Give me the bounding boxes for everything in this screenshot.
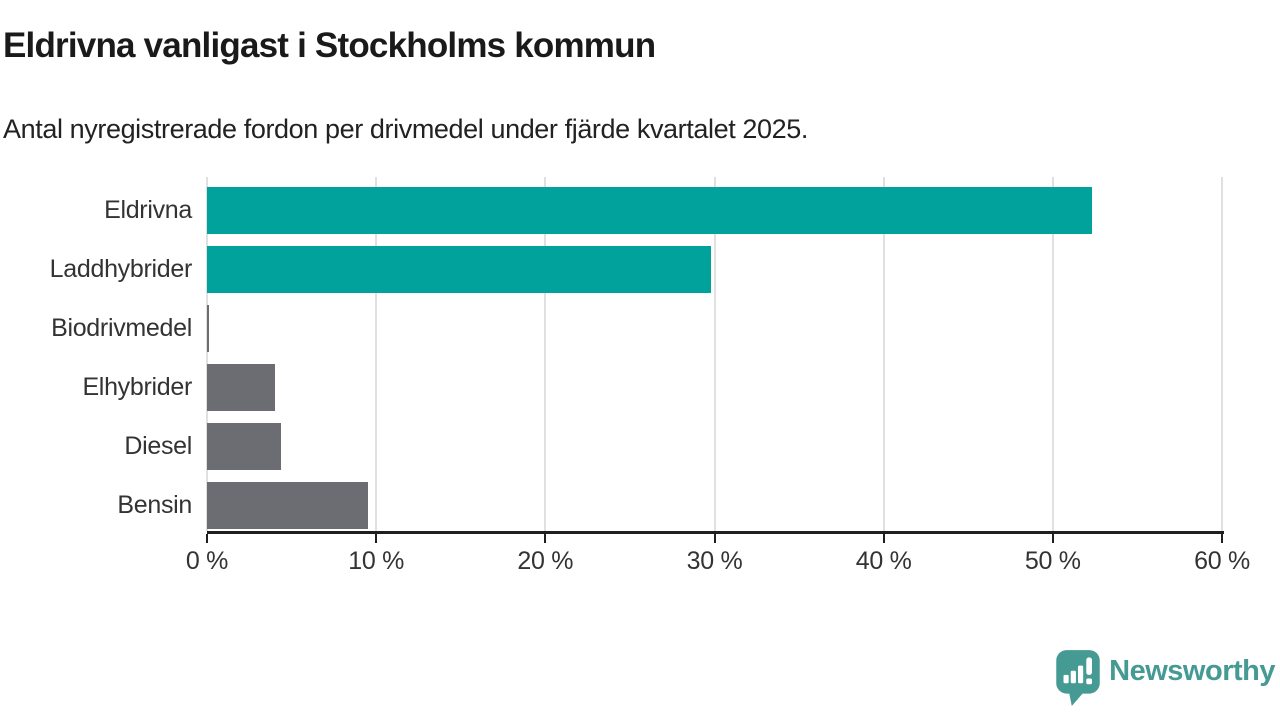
logo-bar-large [1078,665,1084,684]
logo-bar-small [1063,674,1069,684]
bar-chart: Eldrivna Laddhybrider Biodrivmedel Elhybrid… [0,177,1280,597]
bar-laddhybrider [207,246,712,293]
x-tick-label: 30 % [686,547,743,575]
x-tick-mark [882,534,885,543]
x-tick-label: 40 % [855,547,912,575]
x-tick-mark [544,534,547,543]
category-label: Diesel [124,432,192,460]
bar-eldrivna [207,187,1092,234]
category-label: Bensin [117,491,192,519]
brand-footer: Newsworthy [1054,648,1275,706]
gridline [206,177,208,531]
x-tick-mark [375,534,378,543]
x-tick-label: 50 % [1024,547,1081,575]
x-tick-label: 20 % [517,547,574,575]
gridline [375,177,378,531]
gridline [713,177,716,531]
x-tick-mark [1051,534,1054,543]
brand-wordmark: Newsworthy [1109,654,1275,687]
x-tick-label: 10 % [348,547,405,575]
gridline [1051,177,1054,531]
gridline [544,177,547,531]
logo-bar-medium [1070,670,1077,684]
gridline [882,177,885,531]
logo-exclamation-dot [1086,678,1093,685]
x-axis-line [207,531,1224,534]
bar-diesel [207,423,282,470]
x-tick-mark [1221,534,1223,543]
chart-subtitle: Antal nyregistrerade fordon per drivmede… [3,114,808,144]
x-tick-label: 0 % [185,547,229,575]
gridline [1221,177,1223,531]
bar-biodrivmedel [207,305,209,352]
bar-bensin [207,482,368,529]
category-label: Elhybrider [82,373,192,401]
logo-exclamation-stem [1086,657,1093,675]
bar-elhybrider [207,364,275,411]
plot-area [206,177,1223,531]
x-tick-mark [713,534,716,543]
chart-title: Eldrivna vanligast i Stockholms kommun [3,26,656,65]
category-label: Laddhybrider [49,255,193,283]
category-label: Eldrivna [104,196,192,224]
x-tick-label: 60 % [1194,547,1250,575]
category-label: Biodrivmedel [51,314,192,342]
x-tick-mark [206,534,208,543]
newsworthy-logo-icon [1056,650,1100,706]
